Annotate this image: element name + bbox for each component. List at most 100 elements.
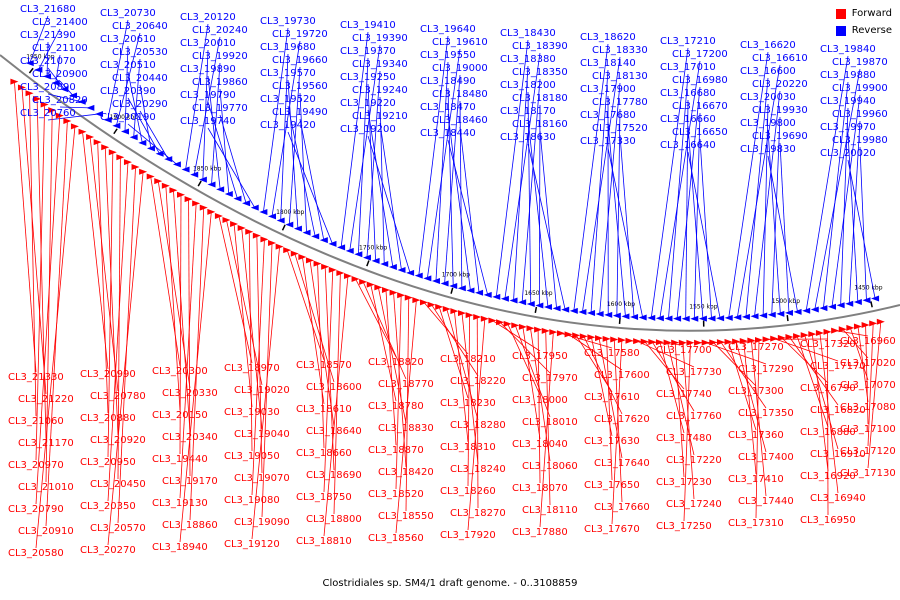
reverse-feature-label: CL3_19240 (352, 85, 408, 96)
reverse-feature-label: CL3_18390 (512, 41, 568, 52)
reverse-leader-line (762, 103, 769, 316)
forward-feature-label: CL3_18750 (296, 492, 352, 503)
reverse-feature-label: CL3_19970 (820, 122, 876, 133)
reverse-arrow (354, 251, 363, 258)
forward-leader-line (218, 215, 253, 364)
forward-feature-label: CL3_18600 (306, 382, 362, 393)
forward-feature-label: CL3_17250 (656, 521, 712, 532)
forward-feature-label: CL3_17230 (656, 477, 712, 488)
reverse-leader-line (754, 90, 781, 317)
forward-leader-line (35, 115, 61, 505)
forward-feature-label: CL3_20340 (162, 432, 218, 443)
scale-tick (281, 224, 286, 231)
reverse-leader-line (527, 143, 566, 310)
forward-leader-line (712, 342, 757, 387)
forward-leader-line (467, 318, 486, 531)
reverse-leader-line (379, 122, 402, 271)
forward-leader-line (36, 98, 47, 439)
forward-leader-line (728, 341, 757, 431)
forward-feature-label: CL3_20790 (8, 504, 64, 515)
reverse-feature-label: CL3_19370 (340, 46, 396, 57)
forward-leader-line (811, 334, 829, 472)
reverse-leader-line (539, 130, 557, 309)
reverse-leader-line (340, 31, 369, 248)
forward-feature-label: CL3_17740 (656, 389, 712, 400)
reverse-feature-label: CL3_16640 (660, 140, 716, 151)
forward-leader-line (735, 341, 767, 453)
reverse-feature-label: CL3_21070 (20, 56, 76, 67)
reverse-feature-label: CL3_19890 (180, 64, 236, 75)
forward-feature-label: CL3_17240 (666, 499, 722, 510)
reverse-leader-line (767, 155, 798, 312)
forward-leader-lines (14, 81, 882, 549)
forward-leader-line (755, 339, 760, 519)
reverse-leader-line (590, 69, 609, 314)
reverse-feature-label: CL3_16670 (672, 101, 728, 112)
forward-feature-label: CL3_19040 (234, 429, 290, 440)
forward-leader-line (698, 341, 757, 344)
forward-feature-label: CL3_17660 (594, 502, 650, 513)
reverse-leader-line (288, 66, 301, 225)
reverse-leader-line (55, 54, 61, 83)
reverse-feature-label: CL3_17330 (580, 136, 636, 147)
scale-label: 1450 kbp (854, 285, 882, 292)
reverse-feature-label: CL3_20290 (112, 99, 168, 110)
forward-feature-label: CL3_21010 (18, 482, 74, 493)
reverse-leader-line (599, 82, 621, 315)
forward-leader-line (173, 190, 191, 433)
forward-leader-line (301, 256, 325, 405)
reverse-leader-line (521, 78, 541, 303)
forward-feature-label: CL3_16880 (800, 427, 856, 438)
forward-feature-label: CL3_17310 (728, 518, 784, 529)
legend-reverse: Reverse (835, 25, 892, 36)
reverse-leader-line (193, 36, 221, 175)
reverse-feature-label: CL3_20530 (112, 47, 168, 58)
forward-feature-label: CL3_19090 (234, 517, 290, 528)
reverse-leader-line (47, 93, 82, 103)
forward-feature-label: CL3_19050 (224, 451, 280, 462)
forward-feature-label: CL3_18810 (296, 536, 352, 547)
forward-leader-line (522, 326, 541, 440)
reverse-feature-label: CL3_18330 (592, 45, 648, 56)
forward-feature-label: CL3_20450 (90, 479, 146, 490)
reverse-feature-label: CL3_20640 (112, 21, 168, 32)
reverse-leader-line (847, 159, 876, 299)
forward-leader-line (35, 126, 76, 549)
forward-leader-line (849, 327, 869, 381)
reverse-leader-line (668, 73, 689, 319)
reverse-feature-label: CL3_20020 (820, 148, 876, 159)
forward-feature-label: CL3_17730 (666, 367, 722, 378)
reverse-feature-label: CL3_19870 (832, 57, 888, 68)
forward-feature-label: CL3_17300 (728, 386, 784, 397)
reverse-leader-line (699, 138, 712, 319)
forward-feature-label: CL3_21330 (8, 372, 64, 383)
forward-leader-line (598, 337, 623, 459)
reverse-feature-label: CL3_19680 (260, 42, 316, 53)
forward-leader-line (539, 332, 554, 528)
forward-feature-label: CL3_16910 (810, 449, 866, 460)
reverse-feature-label: CL3_18160 (512, 119, 568, 130)
forward-leader-line (514, 325, 551, 418)
forward-feature-label: CL3_17640 (594, 458, 650, 469)
forward-feature-label: CL3_17440 (738, 496, 794, 507)
reverse-leader-line (693, 112, 701, 319)
reverse-feature-label: CL3_19900 (832, 83, 888, 94)
forward-feature-label: CL3_18210 (440, 354, 496, 365)
reverse-leader-lines (29, 15, 876, 319)
scale-tick (786, 315, 789, 322)
reverse-feature-label: CL3_19000 (432, 63, 488, 74)
reverse-leader-line (115, 32, 141, 126)
reverse-feature-label: CL3_20190 (100, 112, 156, 123)
reverse-leader-line (357, 57, 369, 255)
forward-feature-label: CL3_16960 (840, 336, 896, 347)
reverse-feature-label: CL3_21400 (32, 17, 88, 28)
forward-feature-label: CL3_16920 (800, 471, 856, 482)
forward-feature-label: CL3_17360 (728, 430, 784, 441)
reverse-feature-label: CL3_19860 (192, 77, 248, 88)
forward-feature-label: CL3_19130 (152, 498, 208, 509)
forward-feature-label: CL3_20270 (80, 545, 136, 556)
forward-feature-label: CL3_18220 (450, 376, 506, 387)
reverse-feature-label: CL3_18630 (500, 132, 556, 143)
forward-leader-line (97, 142, 109, 414)
reverse-feature-label: CL3_19210 (352, 111, 408, 122)
